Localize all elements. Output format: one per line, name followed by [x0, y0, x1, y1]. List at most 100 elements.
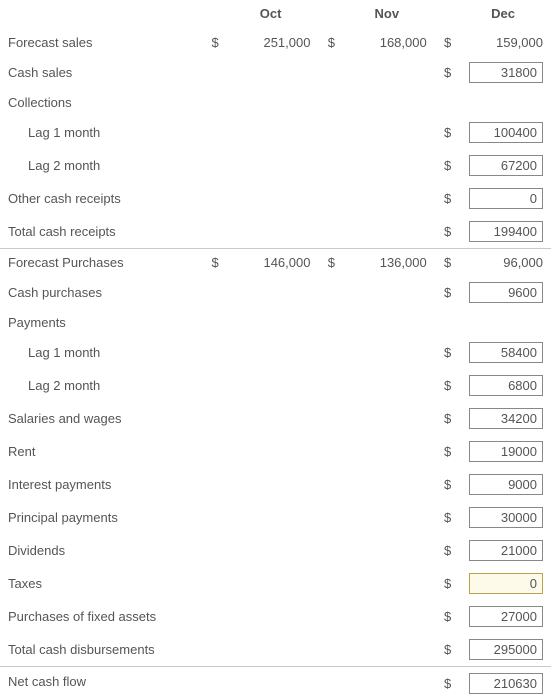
- dec-value-cell: 21000: [455, 534, 551, 567]
- dollar-sign: [318, 567, 338, 600]
- oct-value: [223, 149, 319, 182]
- dollar-sign: [202, 215, 222, 249]
- oct-value: [223, 600, 319, 633]
- value-input[interactable]: 67200: [469, 155, 543, 176]
- row-label: Lag 1 month: [0, 116, 202, 149]
- table-row: Forecast sales$251,000$168,000$159,000: [0, 29, 551, 56]
- dollar-sign: $: [435, 336, 455, 369]
- dollar-sign: [318, 276, 338, 309]
- dec-value-cell: [455, 309, 551, 336]
- header-blank-d1: [202, 0, 222, 29]
- nov-value: [339, 501, 435, 534]
- dollar-sign: $: [435, 567, 455, 600]
- value-input[interactable]: 9000: [469, 474, 543, 495]
- row-label: Lag 2 month: [0, 149, 202, 182]
- row-label: Purchases of fixed assets: [0, 600, 202, 633]
- dollar-sign: [202, 667, 222, 700]
- row-label: Forecast sales: [0, 29, 202, 56]
- row-label: Salaries and wages: [0, 402, 202, 435]
- value-input[interactable]: 295000: [469, 639, 543, 660]
- dollar-sign: $: [435, 116, 455, 149]
- dollar-sign: $: [435, 276, 455, 309]
- value-input[interactable]: 9600: [469, 282, 543, 303]
- col-header-dec: Dec: [455, 0, 551, 29]
- dollar-sign: [202, 402, 222, 435]
- oct-value: 251,000: [223, 29, 319, 56]
- value-input[interactable]: 100400: [469, 122, 543, 143]
- dollar-sign: [435, 89, 455, 116]
- oct-value: [223, 336, 319, 369]
- dec-value-cell: 295000: [455, 633, 551, 667]
- oct-value: [223, 667, 319, 700]
- oct-value: [223, 309, 319, 336]
- dollar-sign: [318, 89, 338, 116]
- row-label: Interest payments: [0, 468, 202, 501]
- nov-value: [339, 276, 435, 309]
- value-input[interactable]: 210630: [469, 673, 543, 694]
- value-input[interactable]: 199400: [469, 221, 543, 242]
- nov-value: [339, 182, 435, 215]
- table-row: Cash purchases$9600: [0, 276, 551, 309]
- dec-value-cell: 210630: [455, 667, 551, 700]
- oct-value: [223, 534, 319, 567]
- dec-value-cell: 9000: [455, 468, 551, 501]
- dec-value-cell: 96,000: [455, 249, 551, 277]
- dollar-sign: $: [435, 600, 455, 633]
- table-row: Other cash receipts$0: [0, 182, 551, 215]
- value-input[interactable]: 6800: [469, 375, 543, 396]
- dollar-sign: [202, 336, 222, 369]
- nov-value: [339, 336, 435, 369]
- dollar-sign: $: [435, 667, 455, 700]
- nov-value: [339, 309, 435, 336]
- dollar-sign: $: [435, 215, 455, 249]
- dec-value-cell: 58400: [455, 336, 551, 369]
- value-input[interactable]: 27000: [469, 606, 543, 627]
- dollar-sign: [318, 633, 338, 667]
- dollar-sign: $: [435, 633, 455, 667]
- dec-value-cell: 6800: [455, 369, 551, 402]
- dollar-sign: [318, 369, 338, 402]
- dollar-sign: [318, 149, 338, 182]
- value-input[interactable]: 19000: [469, 441, 543, 462]
- dec-value-cell: 0: [455, 567, 551, 600]
- table-row: Taxes$0: [0, 567, 551, 600]
- table-row: Principal payments$30000: [0, 501, 551, 534]
- value-input[interactable]: 31800: [469, 62, 543, 83]
- header-row: Oct Nov Dec: [0, 0, 551, 29]
- cash-budget-table: Oct Nov Dec Forecast sales$251,000$168,0…: [0, 0, 551, 700]
- dollar-sign: [318, 215, 338, 249]
- value-input[interactable]: 58400: [469, 342, 543, 363]
- table-row: Payments: [0, 309, 551, 336]
- dollar-sign: [202, 89, 222, 116]
- value-input[interactable]: 34200: [469, 408, 543, 429]
- oct-value: [223, 435, 319, 468]
- oct-value: [223, 369, 319, 402]
- oct-value: [223, 56, 319, 89]
- dollar-sign: [318, 336, 338, 369]
- value-input[interactable]: 0: [469, 573, 543, 594]
- row-label: Principal payments: [0, 501, 202, 534]
- nov-value: [339, 369, 435, 402]
- oct-value: [223, 633, 319, 667]
- nov-value: [339, 89, 435, 116]
- dec-value-cell: 0: [455, 182, 551, 215]
- table-row: Total cash receipts$199400: [0, 215, 551, 249]
- nov-value: [339, 215, 435, 249]
- oct-value: [223, 468, 319, 501]
- table-row: Rent$19000: [0, 435, 551, 468]
- value-input[interactable]: 30000: [469, 507, 543, 528]
- row-label: Dividends: [0, 534, 202, 567]
- dollar-sign: [202, 56, 222, 89]
- col-header-oct: Oct: [223, 0, 319, 29]
- col-header-nov: Nov: [339, 0, 435, 29]
- dec-value-cell: 159,000: [455, 29, 551, 56]
- dollar-sign: [202, 435, 222, 468]
- dollar-sign: [202, 276, 222, 309]
- row-label: Forecast Purchases: [0, 249, 202, 277]
- value-input[interactable]: 0: [469, 188, 543, 209]
- nov-value: [339, 534, 435, 567]
- value-input[interactable]: 21000: [469, 540, 543, 561]
- dollar-sign: [202, 149, 222, 182]
- table-row: Lag 2 month$67200: [0, 149, 551, 182]
- dollar-sign: [435, 309, 455, 336]
